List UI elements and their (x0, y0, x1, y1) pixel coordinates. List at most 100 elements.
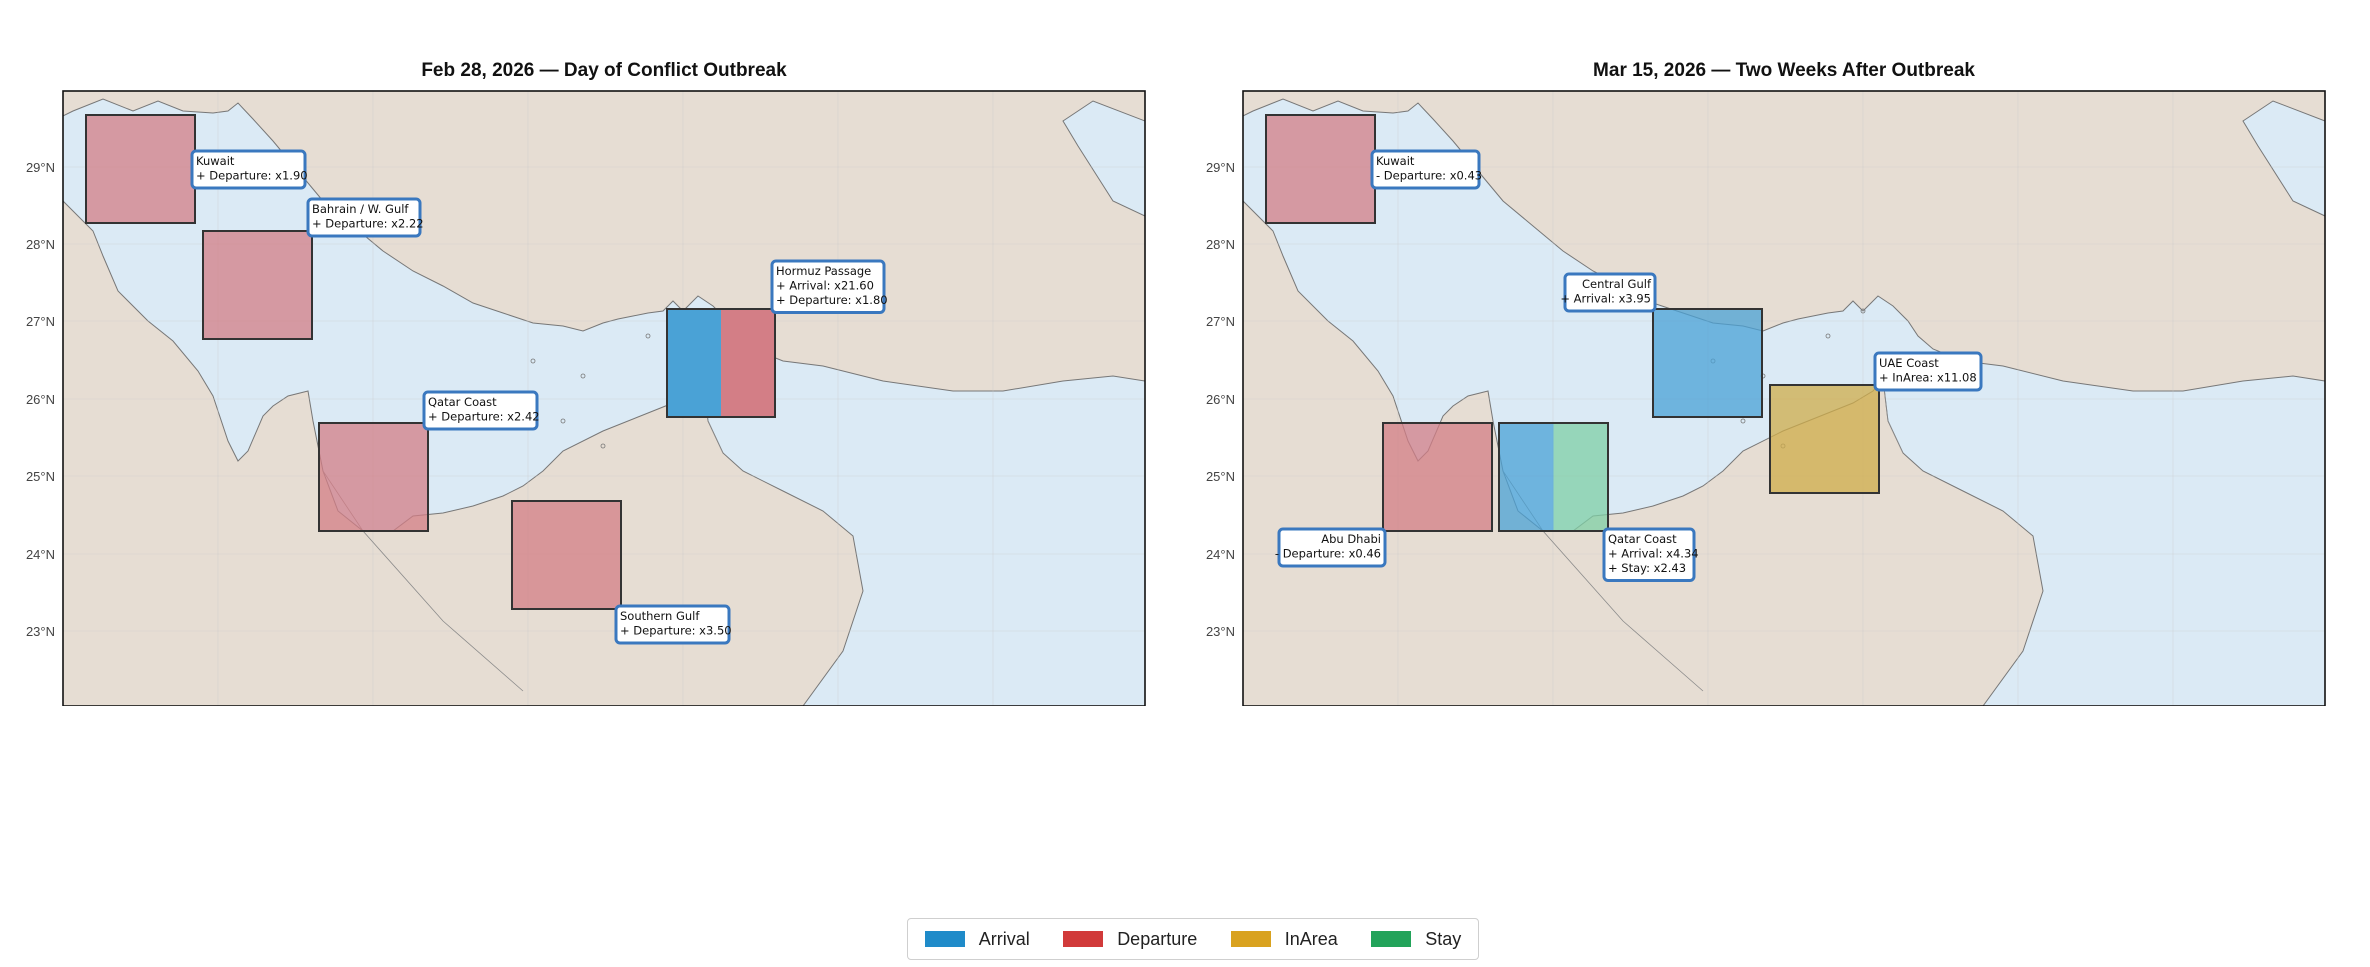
map-title: Mar 15, 2026 — Two Weeks After Outbreak (1593, 60, 1975, 81)
callout-line: + InArea: x11.08 (1879, 371, 1977, 385)
lat-tick-label: 23°N (26, 624, 55, 639)
land-south (62, 199, 864, 706)
callout-line: + Departure: x1.90 (196, 169, 308, 183)
callout-line: + Departure: x2.42 (428, 410, 540, 424)
lat-tick-label: 24°N (1206, 547, 1235, 562)
callout-box (1563, 272, 1657, 313)
map-panel-mar15: Mar 15, 2026 — Two Weeks After Outbreak … (1180, 60, 2326, 706)
callout-box (770, 259, 886, 314)
region-stripe-departure (512, 501, 621, 609)
region-stripe-arrival (1653, 309, 1762, 417)
lat-tick-label: 25°N (26, 469, 55, 484)
country-border (1882, 378, 1904, 454)
island (530, 358, 536, 364)
region-box (85, 114, 196, 224)
region-stripe-arrival (667, 309, 721, 417)
callout-line: + Arrival: x4.34 (1608, 547, 1699, 561)
island (1825, 333, 1831, 339)
region-outline (1652, 308, 1763, 418)
callout-box (306, 197, 422, 238)
region-stripe-stay (1553, 423, 1608, 531)
island (560, 418, 566, 424)
lat-tick-label: 23°N (1206, 624, 1235, 639)
legend-swatch (1230, 931, 1271, 947)
callout-line: - Departure: x0.43 (1376, 169, 1482, 183)
callout-box (1370, 149, 1481, 190)
region-box (511, 500, 622, 610)
callout-line: Central Gulf (1582, 277, 1652, 291)
legend: Arrival Departure InArea Stay (907, 918, 1479, 960)
region-callout: Qatar Coast+ Arrival: x4.34+ Stay: x2.43 (1602, 527, 1699, 582)
region-box (1769, 384, 1880, 494)
lat-tick-label: 26°N (1206, 392, 1235, 407)
legend-label: Stay (1425, 928, 1462, 949)
legend-item-stay: Stay (1371, 929, 1461, 950)
legend-item-arrival: Arrival (924, 928, 1030, 950)
callout-line: Abu Dhabi (1321, 532, 1381, 546)
land-north (1242, 90, 2326, 392)
region-stripe-departure (319, 423, 428, 531)
map-panel-feb28: Feb 28, 2026 — Day of Conflict Outbreak … (0, 60, 1146, 706)
callout-line: - Departure: x0.46 (1275, 547, 1381, 561)
lat-tick-label: 25°N (1206, 469, 1235, 484)
region-callout: Central Gulf+ Arrival: x3.95 (1560, 272, 1657, 313)
region-box (318, 422, 429, 532)
callout-line: Bahrain / W. Gulf (312, 202, 409, 216)
region-stripe-arrival (1499, 423, 1554, 531)
callout-line: + Departure: x1.80 (776, 293, 888, 307)
land-north (62, 90, 1146, 392)
legend-label: InArea (1284, 928, 1338, 949)
lat-tick-label: 27°N (1206, 314, 1235, 329)
lat-tick-label: 24°N (26, 547, 55, 562)
region-callout: Kuwait+ Departure: x1.90 (190, 149, 308, 190)
island (1740, 418, 1746, 424)
callout-box (614, 604, 731, 645)
region-outline (1382, 422, 1493, 532)
region-box (202, 230, 313, 340)
lat-tick-label: 29°N (26, 160, 55, 175)
legend-swatch (1063, 931, 1104, 947)
lat-tick-label: 27°N (26, 314, 55, 329)
region-callout: Kuwait- Departure: x0.43 (1370, 149, 1482, 190)
region-callout: Southern Gulf+ Departure: x3.50 (614, 604, 732, 645)
callout-line: Hormuz Passage (776, 264, 871, 278)
region-outline (666, 308, 776, 418)
legend-item-departure: Departure (1063, 929, 1197, 950)
region-stripe-departure (203, 231, 312, 339)
lat-tick-label: 26°N (26, 392, 55, 407)
region-stripe-inarea (1770, 385, 1879, 493)
legend-label: Arrival (978, 928, 1030, 949)
map-mar15: 29°N28°N27°N26°N25°N24°N23°N50°E52°E54°E… (1206, 90, 2326, 706)
region-stripe-departure (721, 309, 775, 417)
region-callout: Hormuz Passage+ Arrival: x21.60+ Departu… (770, 259, 888, 314)
callout-box (422, 390, 539, 431)
callout-line: + Departure: x3.50 (620, 624, 732, 638)
callout-line: UAE Coast (1879, 356, 1939, 370)
region-callout: UAE Coast+ InArea: x11.08 (1873, 351, 1983, 392)
land-south (1242, 199, 2044, 706)
region-stripe-departure (1383, 423, 1492, 531)
callout-line: Qatar Coast (428, 395, 497, 409)
callout-line: Kuwait (196, 154, 235, 168)
region-box (666, 308, 776, 418)
legend-label: Departure (1117, 928, 1198, 949)
legend-swatch (924, 931, 965, 947)
callout-line: + Departure: x2.22 (312, 217, 424, 231)
callout-box (1873, 351, 1983, 392)
region-outline (1769, 384, 1880, 494)
region-stripe-departure (1266, 115, 1375, 223)
callout-line: + Stay: x2.43 (1608, 561, 1686, 575)
map-layers (62, 90, 1146, 706)
map-feb28: 29°N28°N27°N26°N25°N24°N23°N50°E52°E54°E… (26, 90, 1146, 706)
region-stripe-departure (86, 115, 195, 223)
map-frame (1242, 90, 2326, 706)
callout-box (1277, 527, 1387, 568)
callout-line: Kuwait (1376, 154, 1415, 168)
region-outline (511, 500, 622, 610)
lat-tick-label: 28°N (1206, 237, 1235, 252)
callout-line: Southern Gulf (620, 609, 700, 623)
island (645, 333, 651, 339)
lat-tick-label: 28°N (26, 237, 55, 252)
region-box (1498, 422, 1609, 532)
legend-item-inarea: InArea (1230, 928, 1338, 950)
